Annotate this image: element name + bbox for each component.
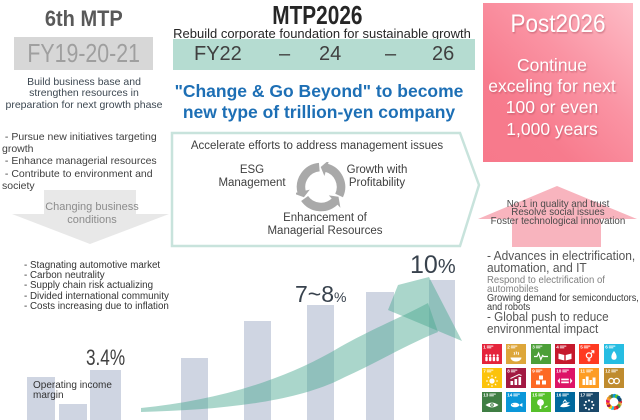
svg-text:16: 16: [556, 393, 562, 398]
svg-text:14: 14: [507, 393, 513, 398]
svg-text:17: 17: [580, 393, 586, 398]
svg-text:3: 3: [532, 344, 535, 349]
svg-text:13: 13: [483, 393, 489, 398]
svg-text:7: 7: [483, 368, 486, 373]
svg-text:15: 15: [532, 393, 538, 398]
svg-text:2: 2: [507, 344, 510, 349]
svg-text:5: 5: [580, 344, 583, 349]
svg-text:6: 6: [605, 344, 608, 349]
svg-text:9: 9: [532, 368, 535, 373]
svg-text:11: 11: [580, 368, 585, 373]
svg-text:12: 12: [605, 368, 611, 373]
svg-text:4: 4: [556, 344, 559, 349]
svg-text:1: 1: [483, 344, 486, 349]
svg-text:8: 8: [507, 368, 510, 373]
svg-text:10: 10: [556, 368, 562, 373]
